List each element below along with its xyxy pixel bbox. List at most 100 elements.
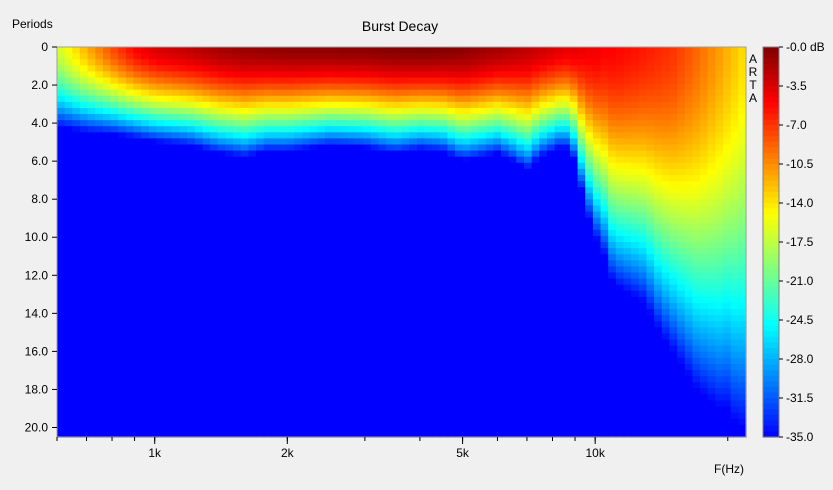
heatmap-cell	[646, 345, 655, 353]
heatmap-cell	[447, 205, 456, 213]
heatmap-cell	[87, 59, 96, 66]
heatmap-cell	[401, 235, 410, 243]
heatmap-cell	[72, 162, 81, 170]
heatmap-cell	[248, 235, 257, 243]
heatmap-cell	[95, 254, 104, 261]
heatmap-cell	[439, 302, 449, 310]
heatmap-cell	[148, 162, 158, 170]
heatmap-cell	[439, 388, 449, 395]
heatmap-cell	[485, 339, 494, 347]
heatmap-cell	[87, 181, 96, 188]
heatmap-cell	[409, 211, 418, 219]
heatmap-cell	[562, 83, 571, 91]
heatmap-cell	[615, 272, 625, 280]
heatmap-cell	[623, 418, 632, 426]
heatmap-cell	[646, 71, 655, 79]
heatmap-cell	[447, 376, 456, 383]
heatmap-cell	[125, 412, 135, 420]
heatmap-cell	[72, 120, 81, 127]
heatmap-cell	[562, 174, 571, 182]
heatmap-cell	[569, 242, 579, 249]
heatmap-cell	[424, 394, 433, 402]
heatmap-cell	[455, 430, 464, 438]
heatmap-cell	[317, 95, 326, 103]
heatmap-cell	[64, 107, 73, 115]
heatmap-cell	[324, 59, 334, 66]
heatmap-cell	[148, 114, 158, 121]
heatmap-cell	[600, 357, 609, 365]
heatmap-cell	[608, 89, 617, 97]
heatmap-cell	[79, 363, 89, 371]
heatmap-cell	[401, 120, 410, 127]
heatmap-cell	[324, 89, 334, 97]
heatmap-cell	[600, 53, 609, 60]
heatmap-cell	[447, 77, 456, 85]
heatmap-cell	[470, 424, 479, 432]
heatmap-cell	[546, 150, 556, 158]
heatmap-cell	[148, 126, 158, 133]
heatmap-cell	[638, 369, 648, 377]
heatmap-cell	[554, 223, 563, 231]
heatmap-cell	[225, 296, 234, 304]
heatmap-cell	[110, 235, 119, 243]
heatmap-cell	[531, 168, 540, 176]
heatmap-cell	[141, 321, 150, 328]
heatmap-cell	[531, 424, 540, 432]
heatmap-cell	[347, 302, 357, 310]
heatmap-cell	[164, 229, 173, 237]
heatmap-cell	[301, 284, 311, 292]
heatmap-cell	[171, 47, 181, 54]
heatmap-cell	[171, 339, 181, 347]
heatmap-cell	[164, 83, 173, 91]
heatmap-cell	[409, 424, 418, 432]
heatmap-cell	[164, 430, 173, 438]
heatmap-cell	[577, 101, 586, 109]
heatmap-cell	[493, 418, 502, 426]
heatmap-cell	[623, 351, 632, 359]
heatmap-cell	[340, 363, 349, 371]
heatmap-cell	[294, 107, 303, 115]
heatmap-cell	[646, 199, 655, 207]
heatmap-cell	[347, 418, 357, 426]
heatmap-cell	[393, 345, 403, 353]
heatmap-cell	[424, 424, 433, 432]
heatmap-cell	[118, 278, 127, 286]
heatmap-cell	[271, 199, 280, 207]
heatmap-cell	[324, 363, 334, 371]
heatmap-cell	[646, 296, 655, 304]
heatmap-cell	[279, 369, 288, 377]
heatmap-cell	[363, 394, 372, 402]
heatmap-cell	[615, 107, 625, 115]
heatmap-cell	[386, 156, 395, 164]
heatmap-cell	[171, 296, 181, 304]
heatmap-cell	[347, 406, 357, 414]
heatmap-cell	[493, 327, 502, 334]
heatmap-cell	[546, 260, 556, 267]
heatmap-cell	[378, 351, 387, 359]
heatmap-cell	[355, 101, 364, 109]
heatmap-cell	[608, 53, 617, 60]
heatmap-cell	[164, 168, 173, 176]
heatmap-cell	[202, 272, 211, 280]
heatmap-cell	[493, 120, 502, 127]
heatmap-cell	[523, 369, 533, 377]
heatmap-cell	[470, 217, 479, 225]
heatmap-cell	[401, 144, 410, 152]
heatmap-cell	[179, 120, 188, 127]
heatmap-cell	[600, 278, 609, 286]
heatmap-cell	[615, 77, 625, 85]
heatmap-cell	[164, 242, 173, 249]
heatmap-cell	[370, 89, 380, 97]
heatmap-cell	[141, 126, 150, 133]
heatmap-cell	[478, 278, 487, 286]
heatmap-cell	[455, 65, 464, 72]
heatmap-cell	[631, 156, 640, 164]
heatmap-cell	[133, 369, 142, 377]
heatmap-cell	[501, 242, 510, 249]
heatmap-cell	[95, 242, 104, 249]
heatmap-cell	[309, 309, 318, 316]
heatmap-cell	[225, 345, 234, 353]
heatmap-cell	[508, 150, 517, 158]
heatmap-cell	[554, 132, 563, 139]
heatmap-cell	[72, 150, 81, 158]
